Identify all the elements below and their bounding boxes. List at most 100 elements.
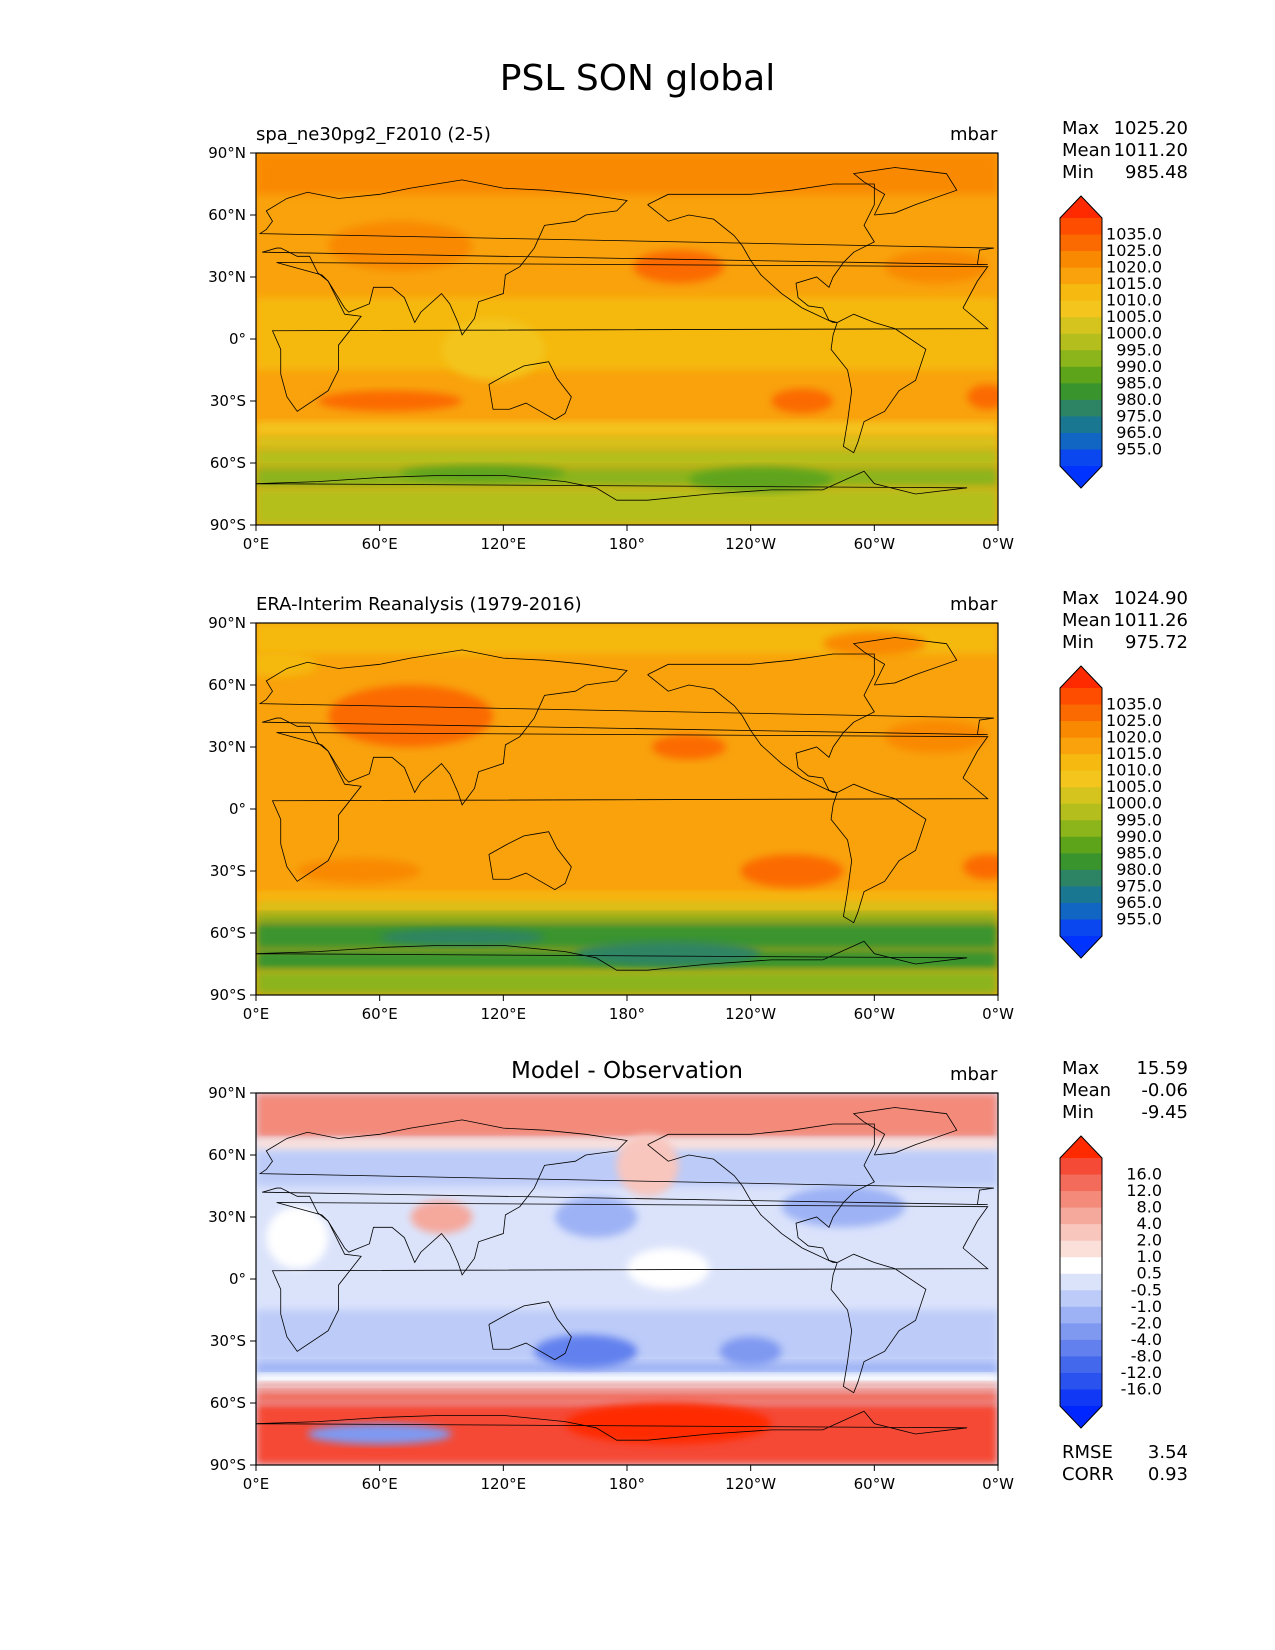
colorbar-segment — [1060, 399, 1102, 417]
panel-3-units: mbar — [950, 1064, 998, 1085]
colorbar-label: 1020.0 — [1106, 258, 1162, 277]
colorbar-segment — [1060, 836, 1102, 854]
colorbar-label: 1015.0 — [1106, 274, 1162, 293]
stat-value: -9.45 — [1141, 1102, 1188, 1123]
contour-blob — [317, 390, 463, 412]
coastline-greenland — [852, 637, 958, 686]
coastline-north_america — [647, 653, 875, 793]
x-tick-label: 0°E — [243, 1475, 270, 1493]
colorbar-segment — [1060, 919, 1102, 937]
coastline-antarctica — [256, 940, 968, 995]
y-tick-label: 60°S — [210, 454, 246, 472]
y-tick-label: 0° — [229, 1270, 246, 1288]
contour-band — [256, 912, 998, 923]
colorbar-label: 2.0 — [1137, 1231, 1162, 1250]
colorbar-segment — [1060, 350, 1102, 368]
colorbar-label: 1000.0 — [1106, 324, 1162, 343]
colorbar-segment — [1060, 234, 1102, 252]
x-tick-label: 180° — [609, 1475, 645, 1493]
stat-value: 1024.90 — [1114, 588, 1188, 609]
colorbar-label: 985.0 — [1116, 373, 1162, 392]
colorbar-segment — [1060, 770, 1102, 788]
coastline-africa — [271, 732, 989, 882]
colorbar-segment — [1060, 317, 1102, 335]
coastline-africa — [271, 1202, 989, 1352]
stat-label: Max — [1062, 118, 1100, 139]
contour-blob — [781, 1186, 906, 1228]
extra-stat-value: 3.54 — [1148, 1442, 1188, 1463]
colorbar-label: 1035.0 — [1106, 695, 1162, 714]
extra-stat-label: CORR — [1062, 1464, 1114, 1485]
contour-band — [256, 421, 998, 437]
colorbar-segment — [1060, 267, 1102, 285]
contour-blob — [822, 631, 926, 657]
contour-blob — [962, 854, 998, 880]
figure-title: PSL SON global — [499, 58, 776, 99]
x-tick-label: 0°E — [243, 1005, 270, 1023]
y-tick-label: 90°S — [210, 516, 246, 534]
x-tick-label: 0°W — [982, 1005, 1014, 1023]
colorbar-segment — [1060, 1290, 1102, 1308]
colorbar-3 — [1059, 1135, 1103, 1429]
colorbar-label: 1025.0 — [1106, 241, 1162, 260]
map-field-1 — [256, 153, 998, 525]
x-tick-label: 60°W — [854, 535, 896, 553]
panel-1-title: spa_ne30pg2_F2010 (2-5) — [256, 124, 491, 145]
colorbar-segment — [1060, 300, 1102, 318]
coastline-greenland — [852, 1107, 958, 1156]
contour-band — [256, 1093, 998, 1139]
contour-blob — [441, 318, 545, 381]
stat-value: 15.59 — [1136, 1058, 1188, 1079]
x-tick-label: 180° — [609, 1005, 645, 1023]
colorbar-label: 1005.0 — [1106, 777, 1162, 796]
contour-blob — [651, 734, 726, 760]
map-field-3 — [256, 1093, 998, 1465]
y-tick-label: 0° — [229, 800, 246, 818]
contour-band — [256, 1374, 998, 1383]
colorbar-segment — [1060, 1389, 1102, 1407]
colorbar-label: 995.0 — [1116, 810, 1162, 829]
y-tick-label: 90°N — [208, 1084, 246, 1102]
colorbar-extend-top — [1060, 1136, 1102, 1158]
colorbar-1 — [1059, 195, 1103, 489]
colorbar-label: -12.0 — [1121, 1363, 1162, 1382]
colorbar-label: 4.0 — [1137, 1214, 1162, 1233]
colorbar-extend-bottom — [1060, 466, 1102, 488]
coastline-north_america — [647, 183, 875, 323]
contour-band — [256, 436, 998, 449]
x-tick-label: 120°E — [481, 1475, 527, 1493]
contour-band — [256, 1390, 998, 1403]
map-field-2 — [256, 623, 998, 995]
colorbar-label: 1010.0 — [1106, 291, 1162, 310]
colorbar-label: 990.0 — [1116, 827, 1162, 846]
contour-blob — [297, 858, 421, 884]
colorbar-segment — [1060, 754, 1102, 772]
contour-blob — [616, 1134, 679, 1197]
contour-blob — [575, 941, 761, 967]
colorbar-label: 1005.0 — [1106, 307, 1162, 326]
colorbar-segment — [1060, 853, 1102, 871]
contour-band — [256, 970, 998, 995]
contour-blob — [379, 928, 545, 946]
contour-blob — [719, 1336, 782, 1366]
colorbar-outline — [1059, 195, 1103, 489]
stat-label: Mean — [1062, 610, 1111, 631]
coastline-south_america — [830, 313, 927, 454]
contour-blob — [771, 388, 834, 414]
colorbar-segment — [1060, 449, 1102, 467]
stat-value: -0.06 — [1141, 1080, 1188, 1101]
stat-label: Min — [1062, 632, 1094, 653]
y-tick-label: 60°N — [208, 206, 246, 224]
contour-band — [256, 891, 998, 902]
panel-1-units: mbar — [950, 124, 998, 145]
colorbar-segment — [1060, 366, 1102, 384]
x-tick-label: 60°E — [362, 1005, 398, 1023]
contour-blob — [565, 1403, 772, 1445]
x-tick-label: 60°W — [854, 1005, 896, 1023]
contour-band — [256, 487, 998, 525]
x-tick-label: 120°E — [481, 1005, 527, 1023]
colorbar-label: 1000.0 — [1106, 794, 1162, 813]
y-tick-label: 60°N — [208, 676, 246, 694]
contour-band — [256, 1279, 998, 1310]
